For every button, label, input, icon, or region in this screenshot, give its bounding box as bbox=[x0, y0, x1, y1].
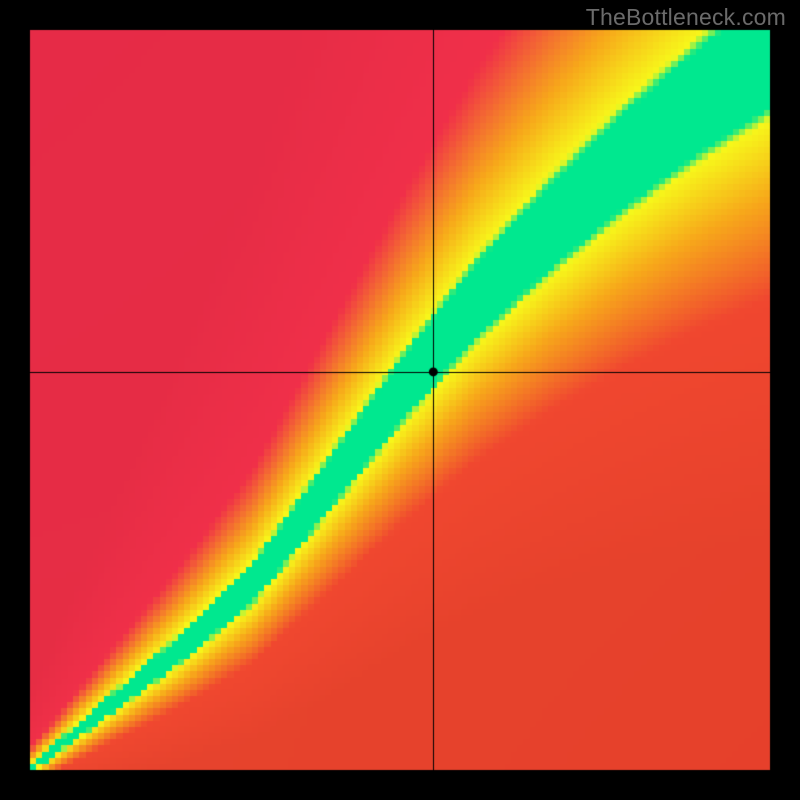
attribution-text: TheBottleneck.com bbox=[586, 4, 786, 31]
chart-container: TheBottleneck.com bbox=[0, 0, 800, 800]
heatmap-canvas bbox=[0, 0, 800, 800]
